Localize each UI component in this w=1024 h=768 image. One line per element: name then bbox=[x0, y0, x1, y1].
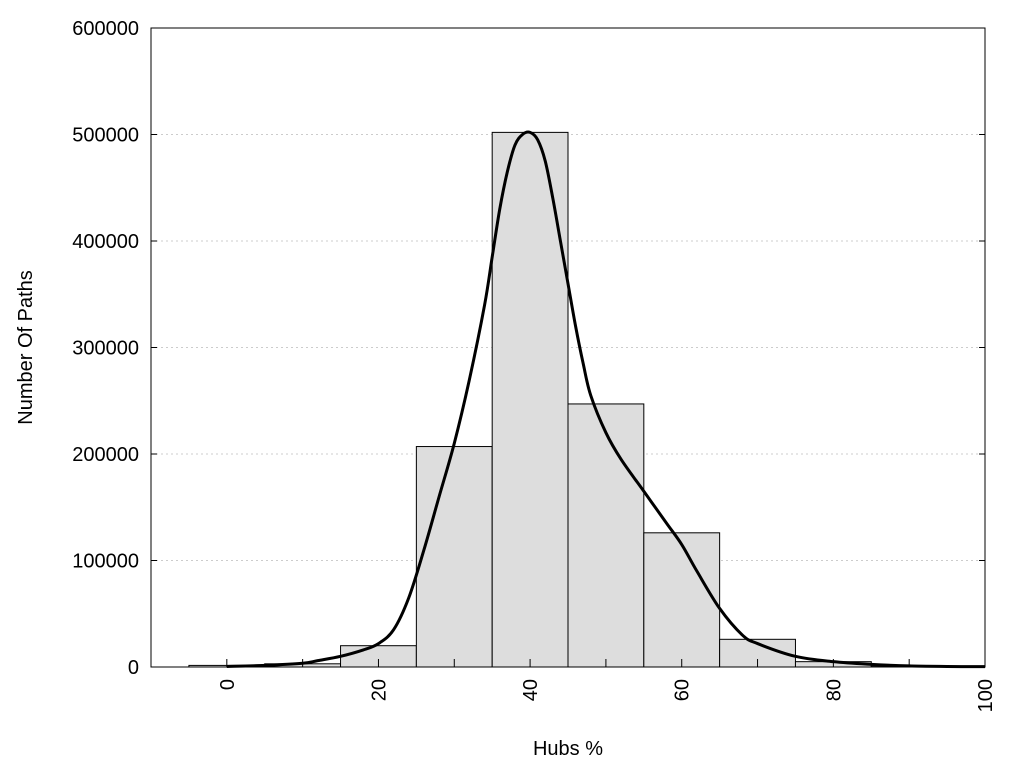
density-curve bbox=[226, 130, 986, 669]
y-tick-label: 100000 bbox=[72, 551, 139, 573]
x-tick-label: 80 bbox=[823, 679, 845, 701]
x-tick-label: 60 bbox=[672, 679, 694, 701]
y-tick-label: 600000 bbox=[72, 18, 139, 40]
axis-ticks bbox=[151, 27, 986, 668]
y-tick-label: 300000 bbox=[72, 338, 139, 360]
x-tick-labels: 0 20 40 60 80 100 bbox=[217, 679, 997, 712]
x-tick-label: 100 bbox=[975, 679, 997, 712]
x-tick-label: 40 bbox=[520, 679, 542, 701]
y-tick-labels: 0 100000 200000 300000 400000 500000 600000 bbox=[72, 18, 139, 679]
histogram-bars bbox=[188, 131, 948, 668]
histogram-bar bbox=[415, 446, 493, 668]
x-tick-label: 20 bbox=[368, 679, 390, 701]
y-tick-label: 0 bbox=[128, 657, 139, 679]
y-axis-label: Number Of Paths bbox=[15, 270, 37, 425]
y-tick-label: 200000 bbox=[72, 444, 139, 466]
histogram-bar bbox=[567, 403, 645, 668]
y-tick-label: 400000 bbox=[72, 231, 139, 253]
x-tick-label: 0 bbox=[217, 679, 239, 690]
y-tick-label: 500000 bbox=[72, 125, 139, 147]
density-curve-layer bbox=[226, 130, 986, 669]
x-axis-label: Hubs % bbox=[533, 738, 603, 760]
histogram-bar bbox=[643, 532, 721, 668]
